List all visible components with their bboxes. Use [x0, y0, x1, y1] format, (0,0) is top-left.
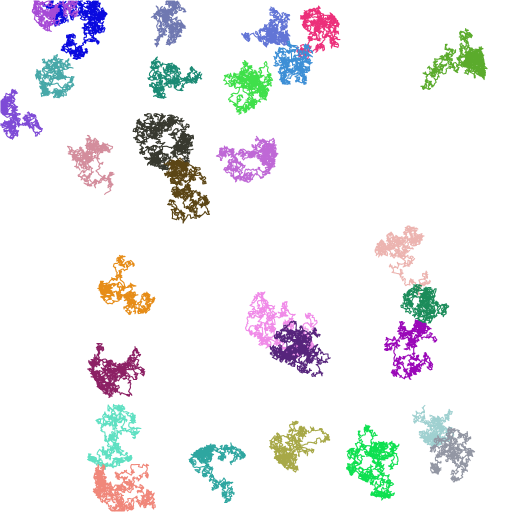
- random-walk-path: [97, 254, 156, 316]
- random-walk-path: [374, 225, 431, 297]
- random-walk-path: [346, 424, 400, 501]
- random-walk-path: [66, 134, 115, 195]
- random-walk-path: [223, 60, 274, 115]
- random-walk-path: [188, 442, 246, 504]
- random-walk-path: [87, 342, 146, 399]
- random-walk-path: [273, 40, 314, 85]
- random-walk-path: [296, 5, 341, 61]
- random-walk-path: [400, 284, 450, 327]
- random-walk-path: [41, 0, 108, 61]
- random-walk-path: [215, 135, 279, 183]
- random-walk-path: [269, 320, 331, 378]
- random-walk-path: [383, 319, 438, 380]
- random-walk-path: [420, 28, 488, 91]
- random-walk-path: [241, 6, 291, 48]
- random-walk-path: [150, 0, 187, 48]
- random-walk-path: [429, 426, 476, 483]
- random-walk-path: [0, 88, 43, 140]
- random-walk-path: [87, 403, 142, 470]
- random-walk-path: [132, 113, 195, 171]
- random-walk-path: [147, 56, 203, 99]
- random-walk-path: [268, 420, 331, 473]
- random-walk-path: [163, 157, 211, 224]
- random-walk-path: [31, 0, 80, 32]
- random-walk-path: [34, 53, 75, 99]
- random-walk-path: [92, 463, 156, 512]
